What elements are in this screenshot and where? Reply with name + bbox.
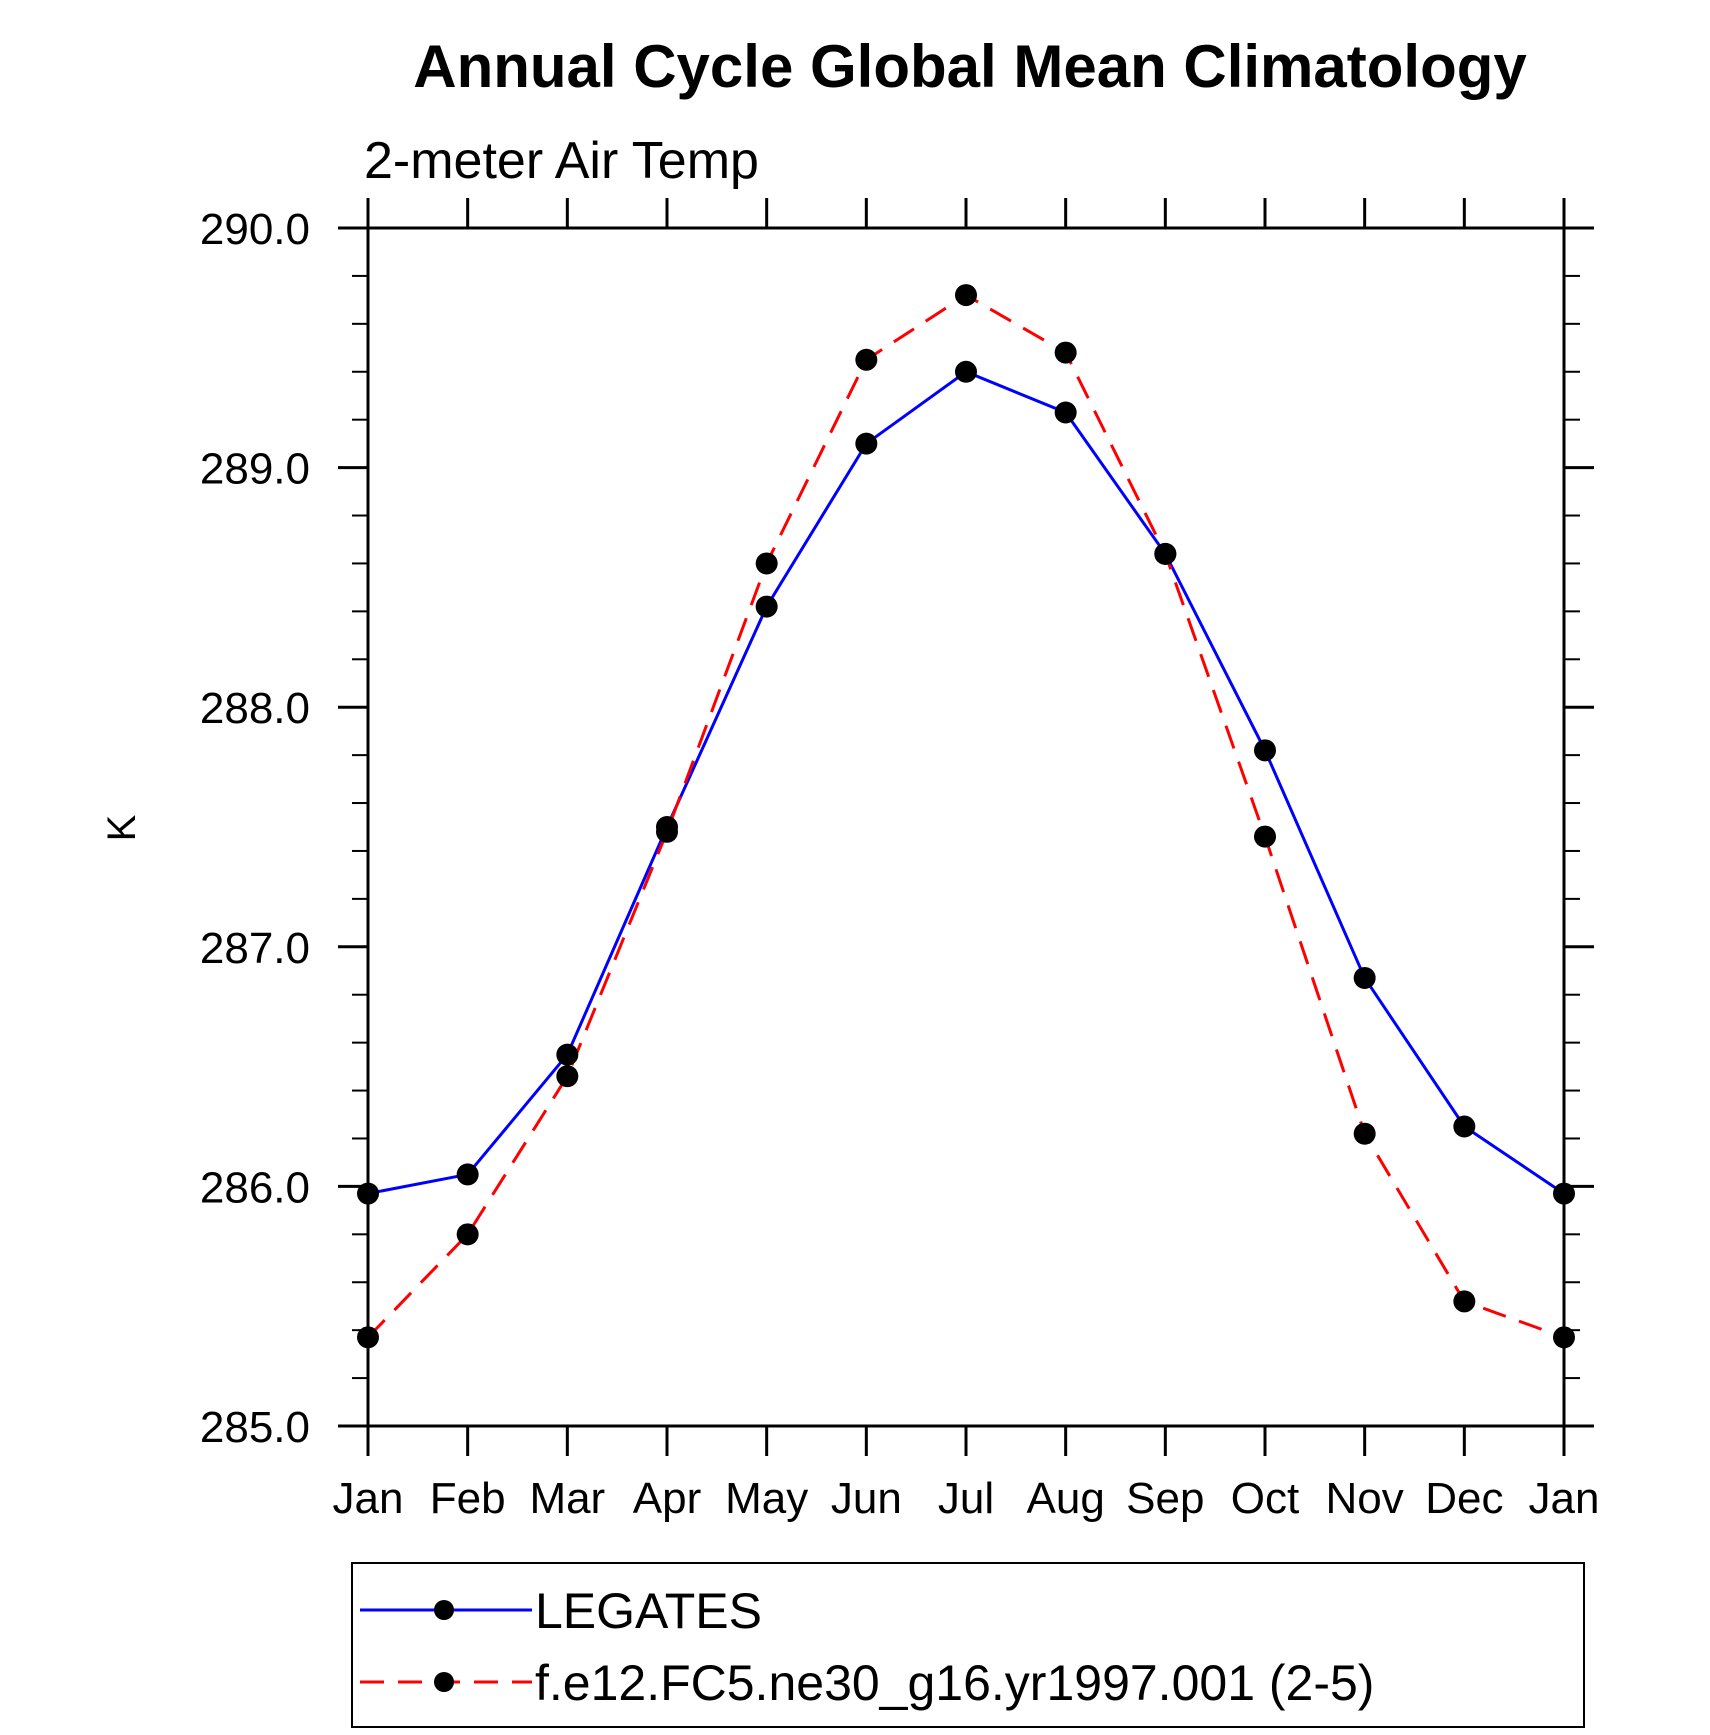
data-point-1 [1353,1122,1376,1145]
x-tick-label: Apr [633,1474,701,1523]
chart-title: Annual Cycle Global Mean Climatology [413,33,1527,100]
x-tick-label: Jul [938,1474,994,1523]
data-point-0 [955,360,977,383]
data-point-1 [955,284,977,307]
data-point-1 [656,820,678,843]
x-tick-label: Jan [333,1474,404,1523]
plot-frame [366,226,1566,1428]
legend-label-model: f.e12.FC5.ne30_g16.yr1997.001 (2-5) [535,1655,1374,1711]
legend: LEGATES f.e12.FC5.ne30_g16.yr1997.001 (2… [351,1562,1585,1728]
data-point-1 [556,1065,579,1088]
data-point-1 [1453,1290,1476,1313]
data-point-1 [1553,1326,1575,1349]
y-tick-label: 289.0 [200,445,310,494]
y-tick-label: 288.0 [200,684,310,733]
data-point-0 [1254,739,1276,762]
data-point-1 [1054,341,1077,364]
x-tick-label: Dec [1425,1474,1503,1523]
x-tick-label: Aug [1027,1474,1105,1523]
data-point-0 [1553,1182,1575,1205]
data-point-0 [357,1182,379,1205]
series-layer [357,284,1575,1349]
data-point-0 [1353,966,1376,989]
y-tick-label: 290.0 [200,205,310,254]
series-line-1 [366,293,1565,1339]
legend-marker-model [434,1672,454,1692]
x-tick-label: Jan [1529,1474,1600,1523]
data-point-1 [1154,542,1177,565]
x-tick-label: Nov [1326,1474,1404,1523]
data-point-0 [855,432,878,455]
data-point-1 [855,348,878,371]
data-point-1 [456,1223,479,1246]
x-tick-label: Feb [430,1474,506,1523]
legend-box [351,1562,1585,1728]
y-tick-label: 285.0 [200,1403,310,1452]
data-point-0 [556,1043,579,1066]
x-tick-label: Oct [1231,1474,1299,1523]
axis-ticks: Jan Feb Mar Apr May Jun Jul Aug Sep Oct Nov Dec Jan 2… [200,198,1600,1523]
chart-subtitle: 2-meter Air Temp [364,132,759,190]
x-tick-label: Jun [831,1474,902,1523]
data-point-0 [1054,401,1077,424]
x-tick-label: Sep [1126,1474,1204,1523]
series-line-0 [367,370,1565,1196]
data-point-1 [1254,825,1276,848]
data-point-0 [755,595,778,618]
data-point-1 [755,552,778,575]
legend-label-legates: LEGATES [535,1583,762,1639]
x-tick-label: May [725,1474,808,1523]
y-tick-label: 286.0 [200,1163,310,1212]
x-tick-label: Mar [529,1474,605,1523]
y-axis-label: K [100,814,144,841]
data-point-0 [1453,1115,1476,1138]
data-point-1 [357,1326,379,1349]
y-tick-label: 287.0 [200,924,310,973]
legend-marker-legates [434,1600,454,1620]
data-point-0 [456,1163,479,1186]
